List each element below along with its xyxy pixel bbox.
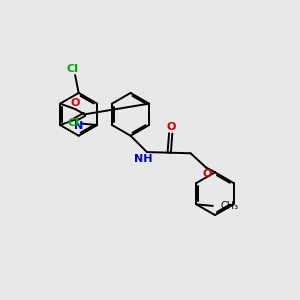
Text: N: N (74, 121, 83, 131)
Text: O: O (202, 169, 212, 179)
Text: CH₃: CH₃ (220, 201, 239, 211)
Text: O: O (70, 98, 80, 108)
Text: NH: NH (134, 154, 153, 164)
Text: Cl: Cl (67, 64, 79, 74)
Text: O: O (167, 122, 176, 132)
Text: Cl: Cl (68, 118, 80, 128)
